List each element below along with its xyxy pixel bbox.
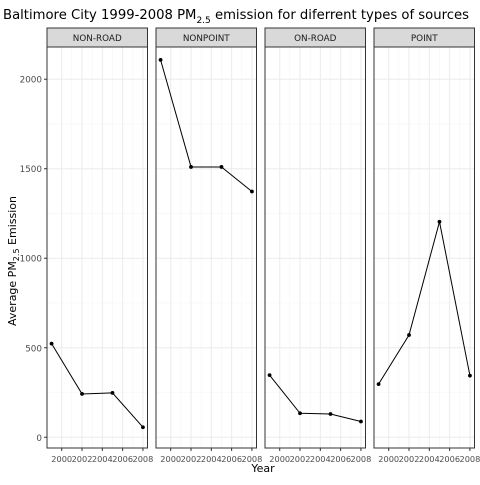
y-axis-title: Average PM2.5 Emission [6,196,21,326]
facet-strip-label: POINT [411,34,438,44]
data-point [376,382,381,386]
y-axis-title-tail: Emission [6,196,19,248]
data-point [328,412,333,416]
chart-title-subscript: 2.5 [196,16,210,26]
data-point [80,392,84,396]
x-tick-label: 2008 [460,454,480,464]
series-line [160,59,253,192]
y-tick-label: 1000 [20,255,43,265]
chart-title-tail: emission for diferrent types of sources [211,8,469,23]
facet-strip [46,27,148,48]
x-tick-label: 2008 [351,454,372,464]
facet-strip [373,27,475,48]
facet-strip-label: ON-ROAD [294,34,337,44]
facet-strip-label: NONPOINT [183,34,230,44]
y-tick-label: 500 [25,344,42,354]
facet-strip-label: NON-ROAD [73,34,122,44]
y-axis-title-main: Average PM [6,261,19,326]
chart-title-main: Baltimore City 1999-2008 PM [3,8,196,23]
x-tick-label: 2006 [330,454,351,464]
data-point [437,219,442,224]
chart-title: Baltimore City 1999-2008 PM2.5 emission … [3,8,469,26]
x-tick-label: 2006 [439,454,460,464]
x-tick-label: 2000 [51,454,72,464]
panel-background [265,47,366,448]
facet-panel: NON-ROAD 2000 2002 2004 2006 2008 [46,27,154,464]
panel-background [156,47,257,448]
y-axis: 0 500 1000 1500 2000 [20,76,47,444]
data-point [110,390,115,395]
data-point [359,419,363,424]
x-axis-title: Year [250,462,275,475]
data-point [267,373,272,378]
y-axis-title-subscript: 2.5 [12,248,21,261]
y-tick-label: 1500 [20,165,43,175]
data-point [158,57,163,62]
facet-strip [155,27,257,48]
x-tick-label: 2002 [290,454,311,464]
x-tick-label: 2000 [269,454,290,464]
panel-background [47,47,148,448]
x-tick-label: 2004 [419,454,440,464]
x-tick-label: 2002 [181,454,202,464]
x-tick-label: 2008 [242,454,263,464]
data-point [407,333,411,337]
data-point [141,425,145,430]
series-line [378,221,471,385]
series-line [51,343,144,428]
y-tick-label: 2000 [20,76,43,86]
data-point [49,341,54,346]
x-tick-label: 2000 [378,454,399,464]
x-tick-label: 2004 [201,454,222,464]
x-tick-label: 2000 [160,454,181,464]
y-tick-label: 0 [36,434,42,444]
x-tick-label: 2004 [92,454,113,464]
facet-panel: POINT 2000 2002 2004 2006 2008 [373,27,480,464]
data-point [219,165,224,169]
data-point [298,411,302,416]
x-tick-label: 2002 [399,454,420,464]
facet-panel: ON-ROAD 2000 2002 2004 2006 2008 [264,27,372,464]
x-tick-label: 2006 [112,454,133,464]
facet-panel: NONPOINT 2000 2002 2004 2006 2008 [155,27,263,464]
x-tick-label: 2008 [133,454,154,464]
series-line [269,374,362,422]
x-tick-label: 2002 [72,454,93,464]
x-tick-label: 2004 [310,454,331,464]
data-point [250,189,254,194]
x-tick-label: 2006 [221,454,242,464]
panel-background [374,47,475,448]
data-point [189,165,193,169]
data-point [468,373,472,378]
facet-strip [264,27,366,48]
